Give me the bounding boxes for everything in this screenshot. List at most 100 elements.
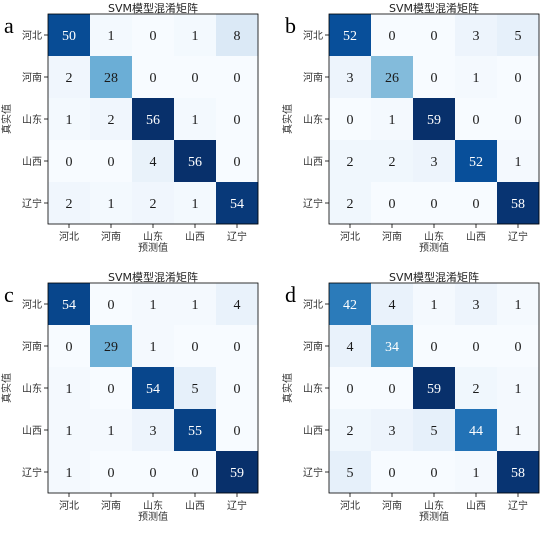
y-tick-label: 河北 <box>303 299 323 311</box>
y-tick-label: 山东 <box>22 113 42 126</box>
y-tick-label: 河南 <box>303 340 323 353</box>
cell-value: 0 <box>431 29 438 44</box>
panel-b: b SVM模型混淆矩阵 52 0 0 3 5 3 26 0 1 0 0 1 59 0 0 2 2 3 52 1 2 0 0 0 58… <box>281 1 540 254</box>
x-axis-label: 预测值 <box>419 241 449 254</box>
cell-value: 1 <box>108 424 115 439</box>
cell-value: 2 <box>150 197 157 212</box>
heatmap-cell <box>48 409 91 452</box>
heatmap-cell <box>216 182 259 225</box>
panel-a: a SVM模型混淆矩阵 50 1 0 1 8 2 28 0 0 0 1 2 56 1 0 0 0 4 56 0 2 1 2 1 54… <box>0 1 259 254</box>
cell-value: 0 <box>389 466 396 481</box>
chart-title: SVM模型混淆矩阵 <box>389 270 479 284</box>
heatmap-cell <box>174 409 217 452</box>
heatmap-cell <box>371 56 414 99</box>
panel-c: c SVM模型混淆矩阵 54 0 1 1 4 0 29 1 0 0 1 0 54 5 0 1 1 3 55 0 1 0 0 0 59… <box>0 270 259 523</box>
y-tick-label: 河南 <box>22 340 42 353</box>
y-axis-label: 真实值 <box>281 104 294 134</box>
heatmap-cell <box>216 325 259 368</box>
heatmap-cell <box>48 182 91 225</box>
heatmap-cell <box>413 98 456 141</box>
y-axis-label: 真实值 <box>281 373 294 403</box>
y-tick-label: 辽宁 <box>22 197 42 210</box>
cell-value: 4 <box>347 340 354 355</box>
heatmap-cell <box>90 409 133 452</box>
heatmap-cell <box>413 451 456 494</box>
cell-value: 0 <box>515 71 522 86</box>
cell-value: 0 <box>66 340 73 355</box>
cell-value: 5 <box>192 382 199 397</box>
heatmap-cell <box>48 14 91 57</box>
x-tick-label: 山东 <box>424 230 444 243</box>
cell-value: 0 <box>150 466 157 481</box>
heatmap-cell <box>174 140 217 183</box>
heatmap-cell <box>90 98 133 141</box>
cell-value: 0 <box>473 340 480 355</box>
panel-d: d SVM模型混淆矩阵 42 4 1 3 1 4 34 0 0 0 0 0 59 2 1 2 3 5 44 1 5 0 0 1 58… <box>281 270 540 523</box>
y-tick-label: 山东 <box>303 382 323 395</box>
cell-value: 2 <box>347 155 354 170</box>
heatmap-cell <box>497 56 540 99</box>
y-tick-label: 河南 <box>22 71 42 84</box>
panel-letter: b <box>285 13 296 38</box>
cell-value: 58 <box>511 466 525 481</box>
heatmap-cell <box>132 325 175 368</box>
cell-value: 0 <box>515 113 522 128</box>
heatmap-cell <box>132 14 175 57</box>
cell-value: 0 <box>150 71 157 86</box>
cell-value: 0 <box>389 29 396 44</box>
cell-value: 0 <box>108 382 115 397</box>
y-tick-label: 辽宁 <box>303 466 323 479</box>
x-tick-label: 山东 <box>143 499 163 512</box>
chart-title: SVM模型混淆矩阵 <box>108 270 198 284</box>
cell-value: 52 <box>469 155 483 170</box>
cell-value: 54 <box>146 382 160 397</box>
cell-value: 0 <box>234 340 241 355</box>
y-tick-label: 河南 <box>303 71 323 84</box>
cell-value: 1 <box>192 113 199 128</box>
cell-value: 3 <box>431 155 438 170</box>
heatmap-cell <box>48 98 91 141</box>
heatmap-cell <box>48 451 91 494</box>
heatmap-cell <box>329 283 372 326</box>
heatmap-cell <box>132 451 175 494</box>
cell-value: 1 <box>515 298 522 313</box>
heatmap-cell <box>174 367 217 410</box>
x-tick-label: 河南 <box>101 230 121 243</box>
cell-value: 50 <box>62 29 76 44</box>
y-tick-label: 辽宁 <box>303 197 323 210</box>
cell-value: 44 <box>469 424 483 439</box>
cell-value: 54 <box>230 197 244 212</box>
heatmap-cell <box>90 56 133 99</box>
heatmap-cell <box>48 283 91 326</box>
heatmap-cell <box>329 98 372 141</box>
cell-value: 1 <box>515 155 522 170</box>
cell-value: 2 <box>347 197 354 212</box>
cell-value: 3 <box>389 424 396 439</box>
cell-value: 0 <box>234 113 241 128</box>
cell-value: 1 <box>515 382 522 397</box>
heatmap-cell <box>413 56 456 99</box>
x-tick-label: 辽宁 <box>227 499 247 512</box>
cell-value: 1 <box>473 466 480 481</box>
heatmap-cell <box>413 325 456 368</box>
heatmap-cell <box>174 182 217 225</box>
heatmap-cell <box>329 14 372 57</box>
cell-value: 56 <box>188 155 202 170</box>
y-tick-label: 河北 <box>303 30 323 42</box>
cell-value: 0 <box>66 155 73 170</box>
heatmap-cell <box>132 283 175 326</box>
y-tick-label: 山西 <box>22 425 42 437</box>
heatmap-cell <box>497 325 540 368</box>
heatmap-cell <box>497 14 540 57</box>
cell-value: 1 <box>389 113 396 128</box>
cell-value: 59 <box>427 113 441 128</box>
heatmap-cell <box>455 98 498 141</box>
x-tick-label: 河北 <box>340 500 360 512</box>
heatmap-cell <box>497 367 540 410</box>
heatmap-cell <box>371 451 414 494</box>
cell-value: 0 <box>234 71 241 86</box>
heatmap-cell <box>90 182 133 225</box>
heatmap-cell <box>174 325 217 368</box>
cell-value: 0 <box>473 197 480 212</box>
